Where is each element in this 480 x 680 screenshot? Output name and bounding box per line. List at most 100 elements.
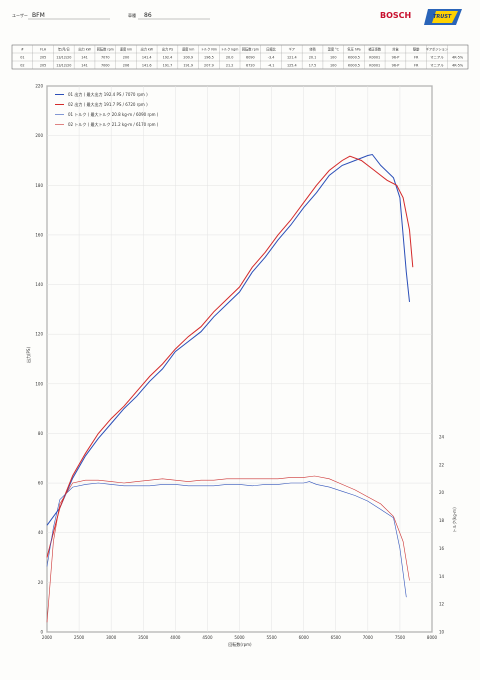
spec-cell: 192.4 (163, 56, 173, 60)
spec-cell: 121.4 (287, 56, 297, 60)
user-label: ユーザー (12, 12, 28, 18)
spec-header-cell: 気圧 hPa (347, 47, 360, 52)
x-tick-label: 2500 (74, 635, 85, 640)
spec-cell: -3.4 (268, 56, 275, 60)
spec-cell: 6090 (246, 56, 255, 60)
series-line (46, 481, 407, 598)
spec-header-cell: 駆動 (413, 47, 419, 52)
spec-cell: 191.9 (183, 64, 193, 68)
spec-header-cell: 圧縮比 (266, 47, 276, 52)
y-left-tick-label: 140 (35, 282, 43, 287)
spec-header-cell: ギア (289, 47, 295, 52)
spec-cell: 125.4 (287, 64, 297, 68)
spec-header-cell: 体積 (309, 47, 316, 52)
spec-cell: FR (414, 64, 419, 68)
series-line (46, 153, 410, 526)
model-value: 86 (144, 12, 152, 19)
y-right-tick-label: 10 (439, 630, 445, 635)
spec-cell: 4R-5% (452, 64, 464, 68)
y-right-tick-label: 18 (439, 518, 445, 523)
x-tick-label: 8000 (427, 635, 438, 640)
grid (46, 85, 433, 633)
spec-cell: 141.4 (142, 56, 152, 60)
y-left-tick-label: 0 (40, 630, 43, 635)
spec-cell: 13/12/20 (56, 56, 71, 60)
spec-cell: 02 (20, 64, 24, 68)
spec-header-cell: FLA (40, 48, 47, 52)
spec-cell: 205 (40, 56, 46, 60)
y-left-tick-label: 80 (38, 431, 44, 436)
y-left-tick-label: 120 (35, 332, 43, 337)
x-axis-label: 回転数(rpm) (228, 641, 252, 647)
dyno-chart: 2000 2500 3000 3500 4000 4500 5000 5500 6000 6500… (25, 84, 457, 648)
spec-header-cell: 速度 km (120, 47, 132, 52)
spec-header-cell: 温度 °C (328, 47, 340, 52)
header-panel: ユーザー BFM 車種 86 BOSCH TRUST # FLA 年/月/日 出力 k… (11, 9, 469, 70)
x-tick-label: 7000 (363, 635, 374, 640)
spec-table: # FLA 年/月/日 出力 kW 回転数 rpm 速度 km 出力 kW 出力 PS 速度 k… (11, 44, 469, 70)
y-left-tick-label: 40 (38, 530, 44, 535)
spec-cell: 200 (123, 56, 129, 60)
spec-cell: 141 (81, 64, 87, 68)
series-line (46, 475, 410, 623)
spec-cell: -4.1 (268, 64, 275, 68)
spec-cell: マニアル (430, 55, 444, 60)
user-value: BFM (32, 12, 45, 19)
y-left-tick-label: 200 (35, 133, 43, 138)
series-line (46, 155, 414, 558)
spec-cell: 206 (123, 64, 129, 68)
y-left-tick-label: 160 (35, 232, 43, 237)
x-tick-label: 5500 (266, 635, 277, 640)
y-left-tick-label: 220 (35, 84, 43, 89)
spec-header-cell: トルク kgm (221, 47, 239, 52)
x-tick-label: 3000 (106, 635, 117, 640)
spec-cell: K0001 (369, 64, 380, 68)
spec-cell: K000.5 (348, 56, 360, 60)
spec-cell: FR (414, 56, 419, 60)
spec-cell: 96-P (392, 64, 400, 68)
x-tick-label: 4500 (202, 635, 213, 640)
legend-entry: 02 トルク ( 最大トルク 21.2 kg-m / 6170 rpm ) (68, 121, 159, 127)
y-right-tick-label: 14 (439, 574, 445, 579)
x-tick-label: 7500 (395, 635, 406, 640)
spec-cell: 13/12/20 (56, 64, 71, 68)
x-tick-label: 3500 (138, 635, 149, 640)
spec-header-cell: 出力 PS (162, 47, 173, 52)
spec-cell: 7070 (101, 56, 110, 60)
spec-cell: 20.1 (309, 56, 317, 60)
spec-header-cell: 年/月/日 (58, 47, 70, 52)
spec-cell: 20.0 (226, 56, 234, 60)
spec-cell: 96-P (392, 56, 400, 60)
y-right-tick-label: 24 (439, 435, 445, 440)
spec-header-cell: ギアポジション (426, 47, 448, 52)
y-axis-right-label: トルク(kg-m) (451, 507, 457, 533)
legend-entry: 02 出力 ( 最大出力 191.7 PS / 6720 rpm ) (68, 101, 148, 107)
spec-cell: K0001 (369, 56, 380, 60)
y-right-tick-label: 22 (439, 462, 445, 467)
series-lines (46, 153, 414, 623)
spec-header-cell: 回転数 rpm (242, 47, 259, 52)
legend-entry: 01 トルク ( 最大トルク 20.8 kg-m / 6090 rpm ) (68, 111, 159, 117)
spec-cell: 6720 (246, 64, 255, 68)
spec-cell: 01 (20, 56, 24, 60)
legend-entry: 01 出力 ( 最大出力 192.4 PS / 7070 rpm ) (68, 91, 148, 97)
spec-header-cell: 速度 km (182, 47, 194, 52)
y-left-tick-label: 60 (38, 481, 44, 486)
y-right-tick-label: 16 (439, 546, 445, 551)
spec-header-cell: 回転数 rpm (97, 47, 114, 52)
spec-cell: マニアル (430, 63, 444, 68)
spec-cell: 100 (330, 56, 336, 60)
spec-header-cell: 出力 kW (78, 47, 91, 52)
spec-cell: 17.5 (309, 64, 317, 68)
x-tick-label: 6500 (331, 635, 342, 640)
spec-cell: 100 (330, 64, 336, 68)
x-tick-label: 4000 (170, 635, 181, 640)
trust-logo: TRUST (424, 9, 462, 25)
trust-logo-text: TRUST (433, 14, 452, 20)
y-left-tick-label: 20 (38, 580, 44, 585)
spec-cell: 205 (40, 64, 46, 68)
x-tick-label: 6000 (299, 635, 310, 640)
y-right-tick-label: 12 (439, 602, 445, 607)
spec-cell: 196.5 (204, 56, 214, 60)
spec-cell: 7000 (101, 64, 110, 68)
